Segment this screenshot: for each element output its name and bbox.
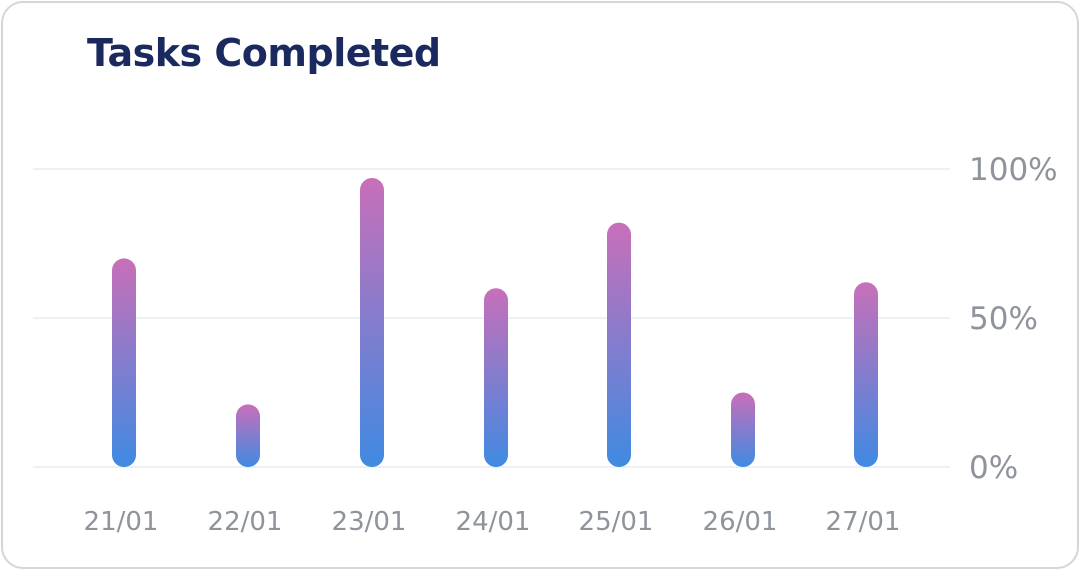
x-tick-label: 24/01 [456,507,531,537]
y-tick-label: 100% [969,152,1058,188]
x-tick-label: 25/01 [579,507,654,537]
bar-23/01 [360,177,384,467]
bar-27/01 [854,282,878,467]
x-tick-label: 23/01 [332,507,407,537]
chart-title: Tasks Completed [87,31,441,75]
bar-21/01 [112,258,136,467]
x-tick-label: 22/01 [208,507,283,537]
x-tick-label: 26/01 [703,507,778,537]
y-tick-label: 0% [969,450,1018,486]
bar-25/01 [607,222,631,467]
bar-22/01 [236,404,260,467]
bar-24/01 [484,288,508,467]
bar-26/01 [731,392,755,467]
x-tick-label: 27/01 [826,507,901,537]
y-tick-label: 50% [969,301,1038,337]
x-tick-label: 21/01 [84,507,159,537]
